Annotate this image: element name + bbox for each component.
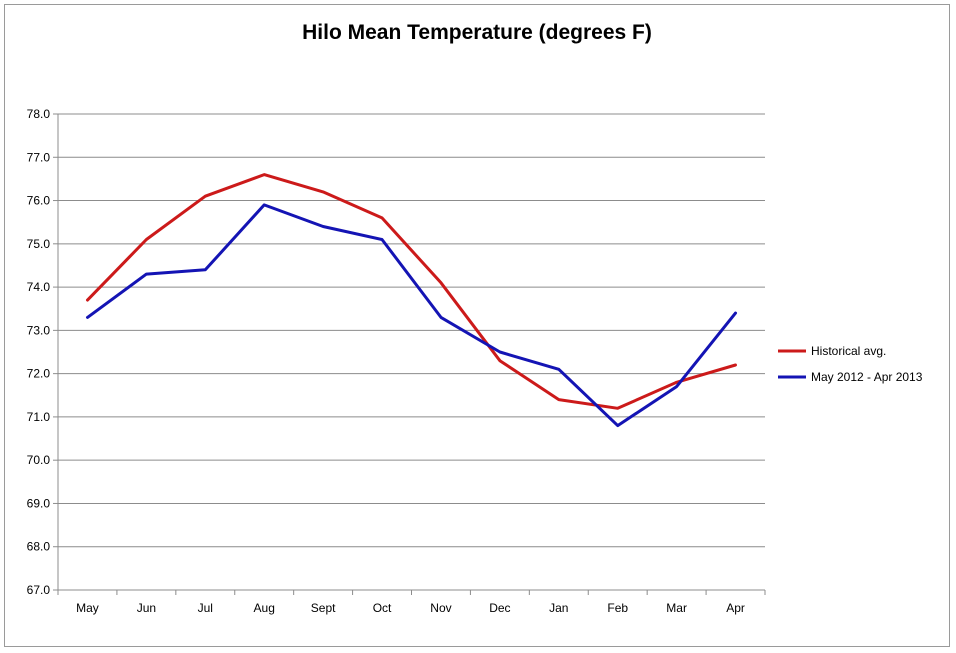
series-line-2	[86, 203, 737, 428]
x-tick-label: Sept	[311, 601, 336, 615]
y-tick-label: 76.0	[27, 194, 51, 208]
y-tick-label: 69.0	[27, 496, 51, 510]
x-tick-label: Nov	[430, 601, 451, 615]
legend: Historical avg. May 2012 - Apr 2013	[778, 344, 923, 384]
y-tick-label: 67.0	[27, 583, 51, 597]
x-tick-labels: May Jun Jul Aug Sept Oct Nov Dec Jan Feb Mar Apr	[76, 601, 745, 615]
y-tick-label: 73.0	[27, 323, 51, 337]
axes	[53, 113, 766, 595]
x-tick-label: Dec	[489, 601, 510, 615]
series-lines	[86, 173, 737, 428]
x-tick-label: Jun	[137, 601, 156, 615]
x-tick-label: Feb	[607, 601, 628, 615]
x-tick-label: Oct	[373, 601, 392, 615]
x-tick-label: Aug	[254, 601, 275, 615]
y-tick-label: 70.0	[27, 453, 51, 467]
y-tick-labels: 67.0 68.0 69.0 70.0 71.0 72.0 73.0 74.0 75.0 76.0…	[27, 107, 51, 597]
y-tick-label: 75.0	[27, 237, 51, 251]
x-tick-label: Jul	[198, 601, 213, 615]
y-tick-label: 72.0	[27, 367, 51, 381]
y-tick-label: 68.0	[27, 540, 51, 554]
y-tick-label: 74.0	[27, 280, 51, 294]
legend-label: Historical avg.	[811, 344, 886, 358]
gridlines	[58, 113, 765, 548]
series-line-1	[86, 173, 737, 410]
x-tick-label: May	[76, 601, 99, 615]
x-tick-label: Jan	[549, 601, 568, 615]
x-tick-label: Mar	[666, 601, 687, 615]
y-tick-label: 71.0	[27, 410, 51, 424]
chart-frame: Hilo Mean Temperature (degrees F) 67.0 68…	[4, 4, 950, 647]
line-chart: Hilo Mean Temperature (degrees F) 67.0 68…	[27, 21, 923, 615]
legend-label: May 2012 - Apr 2013	[811, 370, 923, 384]
y-tick-label: 78.0	[27, 107, 51, 121]
chart-title: Hilo Mean Temperature (degrees F)	[302, 21, 652, 44]
x-tick-label: Apr	[726, 601, 745, 615]
y-tick-label: 77.0	[27, 150, 51, 164]
